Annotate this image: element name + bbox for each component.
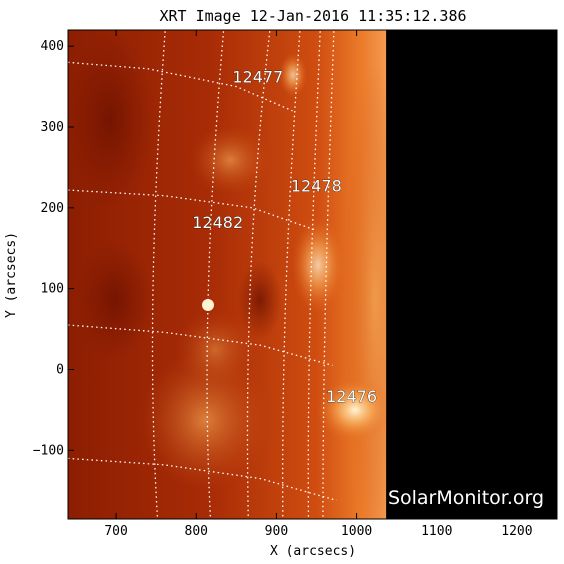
bright-region-12477 (279, 53, 307, 97)
active-region-labels: 12477 12478 12482 12476 (192, 67, 377, 406)
dark-region-center (238, 260, 282, 340)
active-region-label: 12478 (291, 177, 342, 196)
plot-frame (67, 29, 558, 520)
active-region-label: 12482 (192, 213, 243, 232)
dark-region-west (68, 30, 155, 210)
longitude-line (151, 30, 166, 519)
longitude-line (206, 30, 225, 519)
watermark: SolarMonitor.org (388, 487, 544, 509)
x-tick-label: 1000 (341, 524, 372, 539)
x-tick-label: 900 (265, 524, 288, 539)
y-tick-label: 100 (41, 282, 64, 297)
x-tick-label: 800 (185, 524, 208, 539)
bright-region-12476 (317, 378, 393, 442)
xray-image: 12477 12478 12482 12476 SolarMonitor.org (68, 30, 557, 519)
bright-region-south (140, 350, 270, 490)
latitude-line (68, 189, 317, 232)
bright-region-center (175, 310, 255, 390)
y-tick-label: 0 (56, 362, 64, 377)
x-tick-label: 700 (104, 524, 127, 539)
active-region-label: 12477 (232, 68, 283, 87)
no-data-region (386, 30, 557, 519)
heliographic-grid (68, 30, 337, 519)
y-axis-ticks: −100 0 100 200 300 400 (33, 39, 557, 458)
figure-title: XRT Image 12-Jan-2016 11:35:12.386 (159, 7, 466, 25)
y-tick-label: −100 (33, 443, 64, 458)
latitude-line (68, 457, 337, 502)
active-region-label: 12476 (326, 387, 377, 406)
x-axis-label: X (arcsecs) (270, 544, 356, 559)
x-tick-label: 1200 (501, 524, 532, 539)
bright-loops-north (190, 125, 270, 195)
x-tick-label: 1100 (421, 524, 452, 539)
dark-region-mid (75, 240, 155, 360)
y-tick-label: 300 (41, 120, 64, 135)
latitude-line (68, 324, 333, 367)
bright-region-12478 (292, 217, 344, 313)
y-axis-label: Y (arcsecs) (4, 232, 19, 318)
y-tick-label: 400 (41, 39, 64, 54)
y-tick-label: 200 (41, 201, 64, 216)
x-axis-ticks: 700 800 900 1000 1100 1200 (104, 30, 533, 539)
